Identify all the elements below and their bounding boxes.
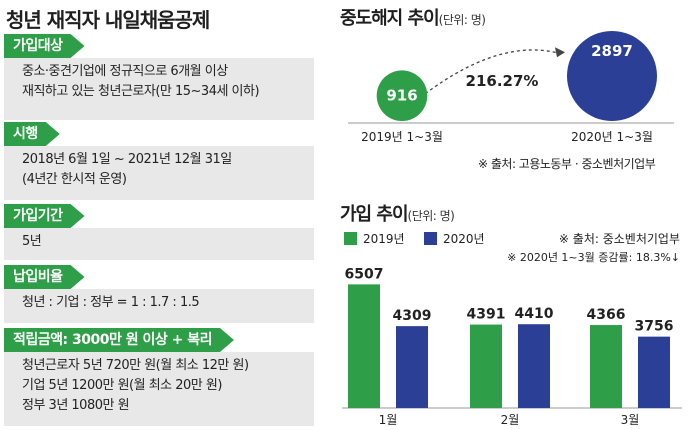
dropout-change-arrow — [424, 49, 560, 95]
enroll-value-label: 3756 — [635, 319, 674, 335]
legend-label: 2020년 — [443, 232, 485, 246]
dropout-chart: 216.27% 916 2019년 1~3월 2897 2020년 1~3월 — [348, 31, 674, 144]
enroll-bar — [470, 324, 502, 408]
enroll-bar — [638, 336, 670, 408]
enroll-bar — [518, 324, 550, 408]
enroll-bar — [348, 284, 380, 408]
section-line: 재직하고 있는 청년근로자(만 15~34세 이하) — [22, 84, 260, 99]
enroll-source: ※ 출처: 중소벤처기업부 — [559, 232, 680, 246]
section-line: 정부 3년 1080만 원 — [22, 398, 130, 413]
enroll-category-label: 2월 — [501, 413, 520, 427]
dropout-arrow-head — [555, 47, 565, 58]
dropout-category-label: 2020년 1~3월 — [571, 130, 653, 144]
dropout-value-label: 916 — [386, 87, 417, 105]
dropout-bubble — [376, 70, 428, 121]
legend-swatch — [424, 232, 437, 245]
enroll-value-label: 4391 — [467, 307, 506, 323]
enroll-chart: 2019년 2020년 ※ 출처: 중소벤처기업부 ※ 2020년 1~3월 증감률:… — [342, 232, 682, 427]
section-label: 가입대상 — [4, 34, 85, 58]
section-line: 중소·중견기업에 정규직으로 6개월 이상 — [22, 64, 228, 79]
dropout-change-label: 216.27% — [466, 72, 539, 90]
enroll-note: ※ 2020년 1~3월 증감률: 18.3%↓ — [507, 251, 680, 264]
section-content: 청년 : 기업 : 정부 = 1 : 1.7 : 1.5 — [4, 289, 314, 323]
enroll-bar — [396, 326, 428, 408]
main-title: 청년 재직자 내일채움공제 — [6, 8, 210, 32]
dropout-title-text: 중도해지 추이 — [340, 8, 440, 29]
dropout-source: ※ 출처: 고용노동부 · 중소벤처기업부 — [478, 157, 656, 171]
dropout-value-label: 2897 — [591, 42, 633, 60]
section-line: 5년 — [22, 234, 42, 249]
enroll-value-label: 4410 — [515, 306, 554, 322]
enroll-title-text: 가입 추이 — [340, 204, 409, 225]
dropout-unit: (단위: 명) — [438, 13, 486, 27]
enroll-unit: (단위: 명) — [407, 209, 455, 223]
legend-swatch — [344, 232, 357, 245]
dropout-category-label: 2019년 1~3월 — [361, 130, 443, 144]
section-line: (4년간 한시적 운영) — [22, 172, 127, 187]
enroll-bar — [590, 325, 622, 408]
section-label: 납입비율 — [4, 265, 85, 289]
enroll-value-label: 6507 — [345, 266, 384, 282]
section-label: 시행 — [4, 122, 60, 146]
dropout-bubble — [567, 31, 657, 121]
section-line: 청년근로자 5년 720만 원(월 최소 12만 원) — [22, 358, 249, 373]
enroll-value-label: 4309 — [393, 308, 432, 324]
dropout-chart-title: 중도해지 추이(단위: 명) — [340, 4, 486, 30]
enroll-chart-title: 가입 추이(단위: 명) — [340, 200, 455, 226]
section-line: 2018년 6월 1일 ~ 2021년 12월 31일 — [22, 152, 232, 167]
section-line: 기업 5년 1200만 원(월 최소 20만 원) — [22, 378, 222, 393]
enroll-category-label: 1월 — [379, 413, 398, 427]
section-label: 적립금액: 3000만 원 이상 + 복리 — [4, 328, 234, 352]
section-label: 가입기간 — [4, 204, 85, 228]
legend-label: 2019년 — [363, 232, 405, 246]
enroll-value-label: 4366 — [587, 307, 626, 323]
section-content: 청년근로자 5년 720만 원(월 최소 12만 원) 기업 5년 1200만 원… — [4, 352, 314, 426]
section-line: 청년 : 기업 : 정부 = 1 : 1.7 : 1.5 — [22, 295, 200, 310]
section-content: 5년 — [4, 228, 314, 260]
enroll-category-label: 3월 — [621, 413, 640, 427]
section-content: 2018년 6월 1일 ~ 2021년 12월 31일 (4년간 한시적 운영) — [4, 146, 314, 200]
